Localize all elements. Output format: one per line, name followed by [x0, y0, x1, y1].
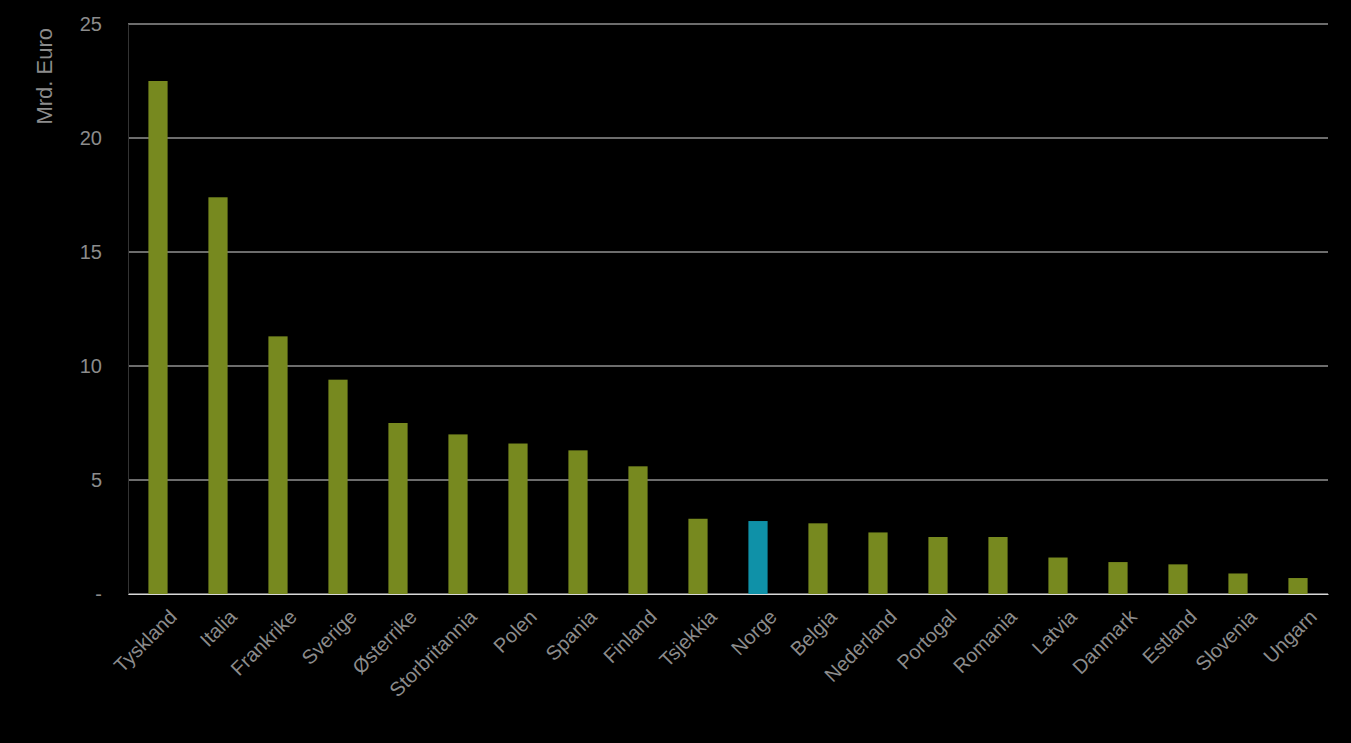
grid-line	[128, 366, 1328, 367]
background	[0, 0, 1351, 743]
y-tick-label: 15	[80, 241, 102, 263]
bar	[688, 519, 707, 594]
y-tick: 15	[80, 241, 128, 263]
x-tick: Storbritannia	[385, 594, 481, 701]
bar	[1108, 562, 1127, 594]
chart: - 5 10 15 20 25 Tyskland ItaliaFrankrikeSverige…	[0, 0, 1351, 743]
grid-line	[128, 594, 1328, 595]
grid-line	[128, 138, 1328, 139]
x-tick: Italia	[195, 594, 241, 651]
grid-line	[128, 24, 1328, 25]
y-tick: 10	[80, 355, 128, 377]
x-tick: Danmark	[1068, 594, 1142, 678]
bar	[748, 521, 767, 594]
x-tick-label: Polen	[489, 605, 541, 657]
bar	[868, 532, 887, 594]
bar	[508, 444, 527, 594]
y-tick-label: -	[95, 583, 102, 605]
x-tick: Frankrike	[226, 594, 301, 680]
bar	[628, 466, 647, 594]
x-tick: Sverige	[297, 594, 361, 669]
x-tick-label: Nederland	[820, 605, 901, 686]
y-tick: 20	[80, 127, 128, 149]
bar	[448, 434, 467, 594]
bar	[268, 336, 287, 594]
bar	[328, 380, 347, 594]
y-tick-label: 25	[80, 13, 102, 35]
x-tick: Ungarn	[1259, 594, 1321, 667]
y-tick: 25	[80, 13, 128, 35]
x-tick-label: Finland	[599, 605, 661, 667]
x-tick-label: Belgia	[786, 605, 841, 660]
x-tick: Tyskland	[109, 594, 180, 677]
x-tick: Slovenia	[1191, 594, 1261, 675]
x-tick: Latvia	[1028, 594, 1082, 659]
y-axis-line	[128, 25, 129, 595]
x-tick: Polen	[489, 594, 541, 657]
x-axis: TysklandItaliaFrankrikeSverigeØsterrikeS…	[109, 594, 1328, 701]
bar	[208, 197, 227, 594]
bar	[1168, 564, 1187, 594]
x-tick: Belgia	[786, 594, 841, 660]
x-tick: Romania	[949, 594, 1022, 677]
x-tick-label: Spania	[541, 605, 601, 665]
x-axis-line	[129, 594, 1329, 595]
x-tick: Finland	[599, 594, 661, 667]
x-tick-label: Italia	[195, 605, 241, 651]
x-tick: Estland	[1138, 594, 1201, 668]
x-tick: Norge	[727, 594, 781, 659]
x-tick: Tsjekkia	[655, 594, 721, 671]
x-tick-label: Tyskland	[109, 605, 180, 676]
x-tick-label: Latvia	[1028, 605, 1082, 659]
x-tick: Nederland	[820, 594, 901, 686]
grid-line	[128, 252, 1328, 253]
x-tick-label: Frankrike	[226, 605, 301, 680]
y-tick: -	[95, 583, 128, 605]
x-tick-label: Ungarn	[1259, 605, 1321, 667]
y-tick-label: 10	[80, 355, 102, 377]
bar	[928, 537, 947, 594]
bar	[1228, 573, 1247, 594]
y-axis-title: Mrd. Euro	[32, 28, 57, 125]
grid-line	[128, 480, 1328, 481]
x-tick-label: Slovenia	[1191, 605, 1261, 675]
x-tick-label: Romania	[949, 605, 1022, 678]
x-tick: Spania	[541, 594, 601, 665]
x-tick-label: Tsjekkia	[655, 605, 721, 671]
x-tick-label: Danmark	[1068, 605, 1142, 679]
y-axis: - 5 10 15 20 25	[80, 13, 129, 605]
plot: - 5 10 15 20 25 Tyskland ItaliaFrankrikeSverige…	[80, 13, 1329, 701]
x-tick-label: Norge	[727, 605, 781, 659]
y-tick: 5	[91, 469, 128, 491]
y-tick-label: 20	[80, 127, 102, 149]
grid	[128, 24, 1328, 594]
bar	[568, 450, 587, 594]
y-tick-label: 5	[91, 469, 102, 491]
bars	[148, 81, 1307, 594]
bar	[388, 423, 407, 594]
bar	[808, 523, 827, 594]
x-tick-label: Storbritannia	[385, 605, 481, 701]
bar	[148, 81, 167, 594]
bar	[1288, 578, 1307, 594]
bar	[988, 537, 1007, 594]
bar	[1048, 558, 1067, 594]
